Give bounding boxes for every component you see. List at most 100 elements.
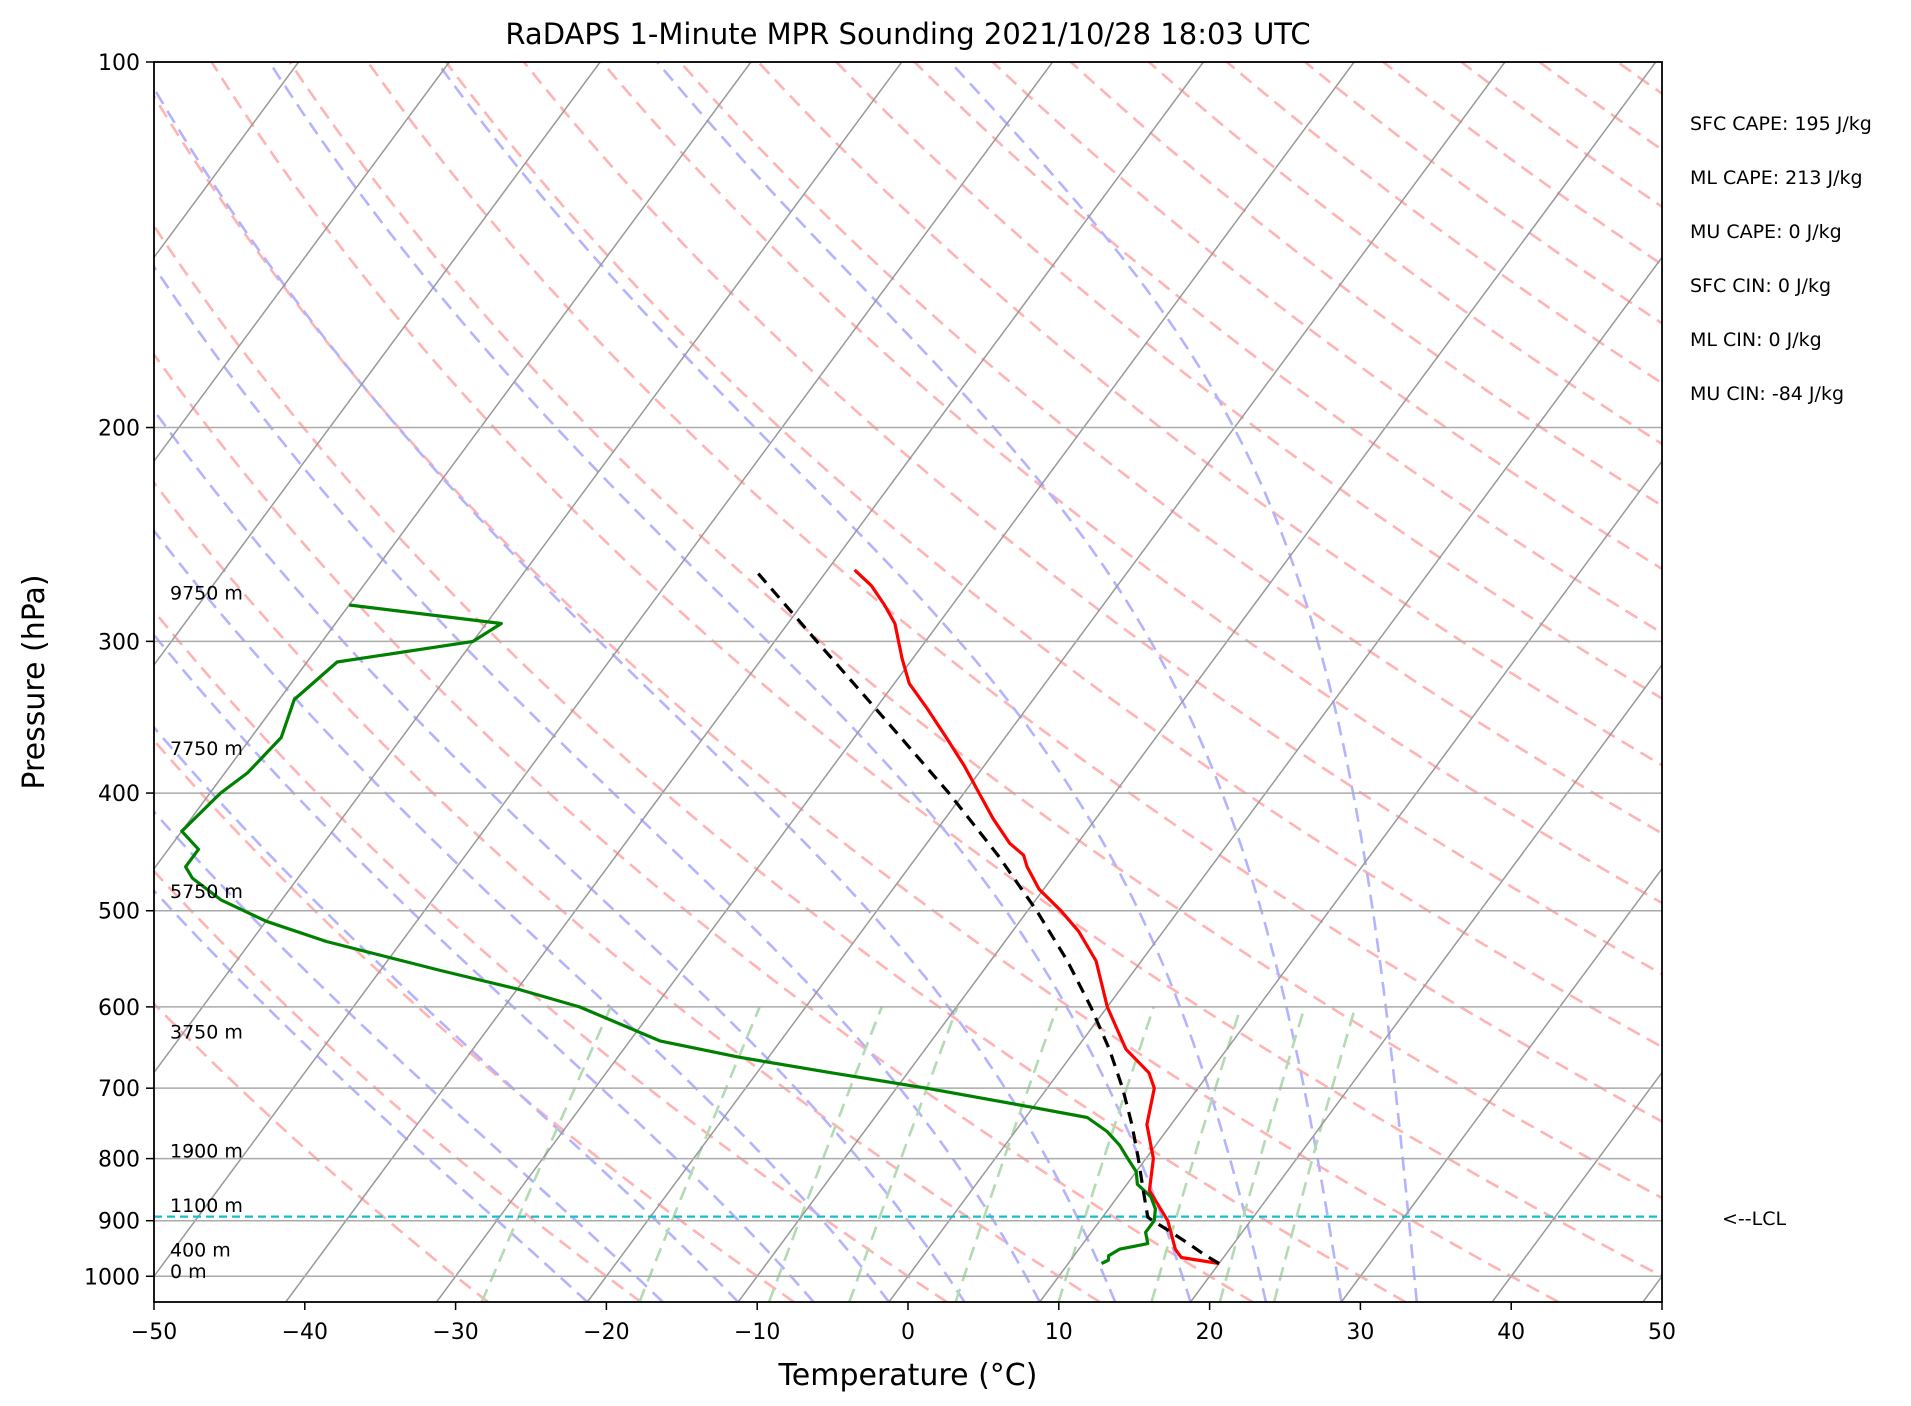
isotherm bbox=[435, 62, 1355, 1302]
stability-annotation: MU CAPE: 0 J/kg bbox=[1690, 221, 1842, 243]
stability-annotations: SFC CAPE: 195 J/kg ML CAPE: 213 J/kg MU CA… bbox=[1690, 113, 1872, 405]
isotherm bbox=[154, 62, 1054, 1278]
isotherm bbox=[1189, 663, 1662, 1302]
isotherm bbox=[154, 62, 903, 1074]
dry-adiabat bbox=[154, 480, 1101, 1302]
x-tick-label: 30 bbox=[1346, 1320, 1374, 1345]
stability-annotation: ML CAPE: 213 J/kg bbox=[1690, 167, 1863, 189]
mixing-ratio-line bbox=[954, 1006, 1059, 1302]
sounding-traces bbox=[154, 568, 1662, 1266]
dry-adiabat bbox=[154, 1001, 489, 1302]
height-label: 1100 m bbox=[170, 1195, 243, 1217]
x-axis-label: Temperature (°C) bbox=[778, 1358, 1038, 1393]
y-tick-label: 600 bbox=[98, 996, 140, 1021]
height-label: 7750 m bbox=[170, 738, 243, 760]
moist-adiabat bbox=[948, 62, 1419, 1302]
lcl-label: <--LCL bbox=[1722, 1208, 1786, 1230]
dry-adiabat bbox=[444, 62, 1662, 1049]
x-tick-label: −40 bbox=[282, 1320, 328, 1345]
dry-adiabat bbox=[679, 62, 1662, 835]
isotherm bbox=[1340, 867, 1662, 1302]
background-lines bbox=[154, 62, 1911, 1302]
x-tick-label: 10 bbox=[1045, 1320, 1073, 1345]
y-tick-label: 500 bbox=[98, 900, 140, 925]
dry-adiabat bbox=[154, 93, 1560, 1302]
x-tick-label: 0 bbox=[901, 1320, 915, 1345]
dry-adiabat bbox=[991, 62, 1662, 571]
height-labels: 9750 m 7750 m 5750 m 3750 m 1900 m 1100 m 400 … bbox=[170, 582, 243, 1283]
moist-adiabat bbox=[154, 85, 1117, 1302]
pressure-gridlines bbox=[154, 62, 1662, 1302]
isotherm bbox=[154, 62, 450, 463]
stability-annotation: ML CIN: 0 J/kg bbox=[1690, 329, 1822, 351]
temperature-line bbox=[853, 568, 1220, 1266]
isotherm bbox=[888, 256, 1662, 1302]
dry-adiabat bbox=[1696, 62, 1911, 1302]
moist-adiabat bbox=[154, 632, 815, 1302]
dry-adiabat bbox=[288, 62, 1662, 1200]
dry-adiabat bbox=[154, 609, 948, 1302]
isotherm bbox=[1039, 459, 1662, 1302]
y-tick-label: 400 bbox=[98, 782, 140, 807]
x-tick-label: 50 bbox=[1648, 1320, 1676, 1345]
isotherm bbox=[285, 62, 1204, 1302]
chart-title: RaDAPS 1-Minute MPR Sounding 2021/10/28 … bbox=[505, 17, 1310, 51]
dry-adiabat bbox=[366, 62, 1662, 1124]
mixing-ratio-line bbox=[848, 1006, 959, 1302]
dry-adiabat bbox=[601, 62, 1662, 905]
dry-adiabat bbox=[1382, 62, 1662, 267]
y-tick-label: 800 bbox=[98, 1148, 140, 1173]
dewpoint-line bbox=[180, 603, 1157, 1265]
height-label: 5750 m bbox=[170, 881, 243, 903]
x-tick-label: 40 bbox=[1497, 1320, 1525, 1345]
stability-annotation: SFC CIN: 0 J/kg bbox=[1690, 275, 1831, 297]
height-label: 0 m bbox=[170, 1261, 207, 1283]
dry-adiabat bbox=[913, 62, 1662, 635]
y-axis: 100 200 300 400 500 600 700 800 900 1000 bbox=[84, 51, 154, 1290]
dry-adiabat bbox=[522, 62, 1662, 976]
x-tick-label: −20 bbox=[583, 1320, 629, 1345]
moist-adiabat bbox=[154, 888, 589, 1302]
x-tick-label: 20 bbox=[1196, 1320, 1224, 1345]
isotherm bbox=[154, 62, 752, 870]
mixing-ratio-line bbox=[1218, 1006, 1306, 1302]
y-tick-label: 1000 bbox=[84, 1265, 140, 1290]
height-label: 400 m bbox=[170, 1239, 231, 1261]
x-tick-label: −10 bbox=[734, 1320, 780, 1345]
x-tick-label: −30 bbox=[432, 1320, 478, 1345]
dry-adiabat bbox=[1148, 62, 1662, 446]
y-tick-label: 900 bbox=[98, 1210, 140, 1235]
isotherm bbox=[1642, 1275, 1662, 1302]
height-label: 9750 m bbox=[170, 582, 243, 604]
mixing-ratio-line bbox=[1150, 1006, 1243, 1302]
isotherm bbox=[154, 62, 601, 667]
dry-adiabat bbox=[1304, 62, 1662, 325]
dry-adiabat bbox=[757, 62, 1662, 767]
dry-adiabat bbox=[1774, 62, 1911, 1302]
dry-adiabat bbox=[1538, 62, 1662, 152]
stability-annotation: SFC CAPE: 195 J/kg bbox=[1690, 113, 1872, 135]
dry-adiabat bbox=[1460, 62, 1662, 209]
dry-adiabat bbox=[154, 223, 1407, 1302]
moist-adiabat bbox=[154, 809, 664, 1302]
isotherm bbox=[737, 62, 1657, 1302]
y-tick-label: 200 bbox=[98, 417, 140, 442]
x-tick-label: −50 bbox=[131, 1320, 177, 1345]
isotherm bbox=[1491, 1071, 1662, 1302]
dry-adiabat bbox=[154, 738, 795, 1302]
dry-adiabat bbox=[1226, 62, 1662, 385]
moist-adiabat bbox=[154, 408, 966, 1302]
y-tick-label: 700 bbox=[98, 1077, 140, 1102]
dry-adiabat bbox=[154, 352, 1254, 1302]
mixing-ratio-line bbox=[767, 1006, 884, 1302]
height-label: 1900 m bbox=[170, 1140, 243, 1162]
moist-adiabat bbox=[154, 725, 740, 1302]
stability-annotation: MU CIN: -84 J/kg bbox=[1690, 383, 1844, 405]
dry-adiabat bbox=[835, 62, 1662, 700]
isotherm bbox=[586, 62, 1506, 1302]
height-label: 3750 m bbox=[170, 1021, 243, 1043]
x-axis: −50 −40 −30 −20 −10 0 10 20 30 40 50 bbox=[131, 1302, 1676, 1345]
mixing-ratio-line bbox=[1272, 1006, 1357, 1302]
moist-adiabat bbox=[154, 264, 1041, 1302]
